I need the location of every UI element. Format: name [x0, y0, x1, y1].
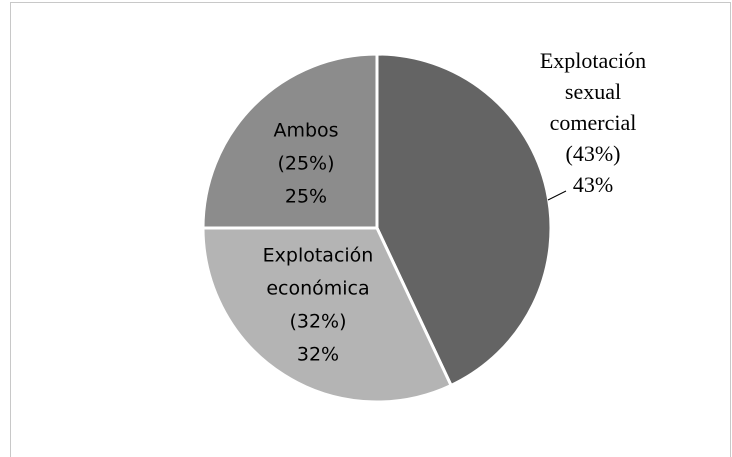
slice-label: Explotación: [263, 245, 374, 267]
slice-label: Ambos: [273, 120, 338, 142]
slice-label: (32%): [289, 311, 346, 333]
chart-border: [10, 2, 731, 457]
pie-slice: [201, 52, 379, 230]
value-label: 43%: [573, 172, 613, 197]
value-label: 32%: [297, 344, 339, 366]
slice-label: sexual: [565, 79, 621, 104]
slice-label: económica: [266, 278, 369, 300]
slice-label: comercial: [550, 110, 637, 135]
slice-label: (25%): [277, 153, 334, 175]
slice-label: Explotación: [540, 48, 646, 73]
pie-slice: [201, 226, 454, 404]
pie-slice: [375, 52, 553, 388]
slice-label: (43%): [566, 141, 621, 166]
value-label: 25%: [285, 186, 327, 208]
leader-line: [547, 190, 567, 201]
